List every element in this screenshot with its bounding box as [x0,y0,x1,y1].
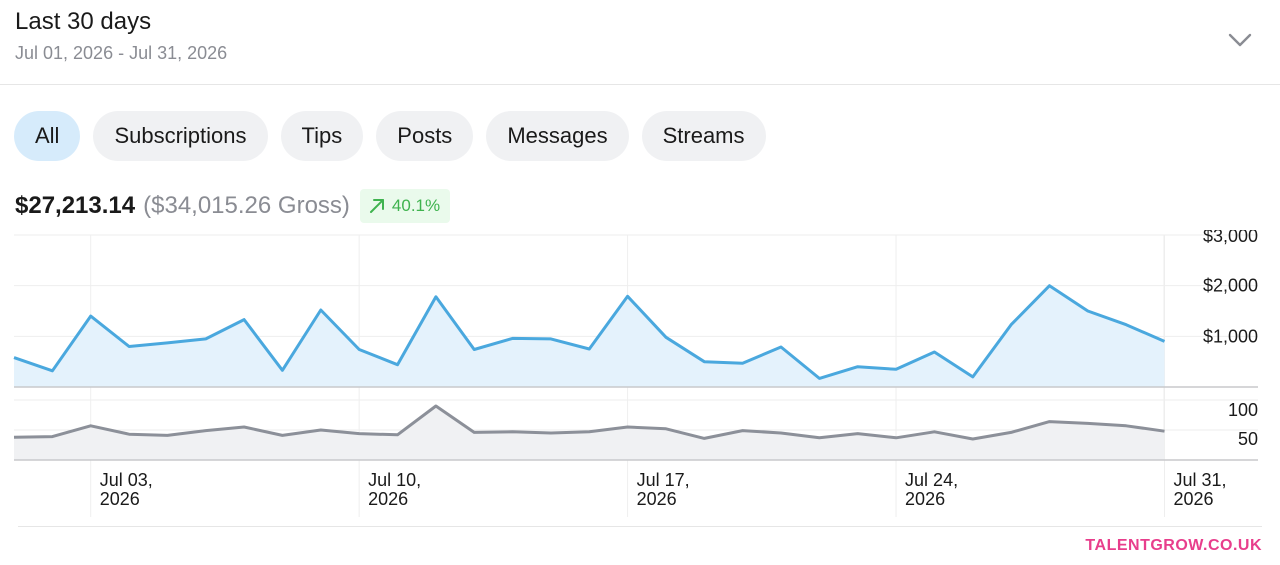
chart-axes [14,386,1258,461]
y-tick-label: 100 [1228,400,1258,420]
x-tick-label: Jul 10, [368,470,421,490]
x-tick-label: 2026 [368,489,408,509]
x-tick-label: 2026 [637,489,677,509]
gross-total: ($34,015.26 Gross) [143,192,350,219]
y-tick-label: $1,000 [1203,326,1258,346]
tab-posts[interactable]: Posts [376,111,474,161]
tab-messages[interactable]: Messages [486,111,629,161]
tab-subscriptions[interactable]: Subscriptions [93,111,268,161]
earnings-line [13,284,1166,380]
change-percent: 40.1% [391,196,441,215]
earnings-summary: $27,213.14 ($34,015.26 Gross) 40.1% [15,188,451,224]
date-range: Jul 01, 2026 - Jul 31, 2026 [15,43,228,63]
change-badge: 40.1% [359,189,451,223]
net-total: $27,213.14 [15,192,136,219]
earnings-area [14,285,1165,387]
tab-all[interactable]: All [14,111,81,161]
x-tick-label: Jul 24, [905,470,958,490]
arrow-up-right-icon [369,199,384,213]
category-tabs: All Subscriptions Tips Posts Messages St… [14,111,766,161]
brand-watermark: TALENTGROW.CO.UK [1085,537,1262,554]
footer-divider [18,526,1262,527]
x-tick-label: 2026 [1174,489,1214,509]
tab-streams[interactable]: Streams [641,111,766,161]
period-header[interactable]: Last 30 days Jul 01, 2026 - Jul 31, 2026 [0,0,1280,85]
chevron-down-icon[interactable] [1226,26,1254,54]
x-tick-label: 2026 [905,489,945,509]
y-tick-label: 50 [1238,429,1258,449]
count-line [13,404,1165,441]
tab-tips[interactable]: Tips [280,111,364,161]
x-tick-label: Jul 17, [637,470,690,490]
x-tick-label: Jul 31, [1174,470,1227,490]
x-tick-label: 2026 [100,489,140,509]
y-tick-label: $2,000 [1203,276,1258,296]
x-tick-label: Jul 03, [100,470,153,490]
y-tick-label: $3,000 [1203,230,1258,246]
period-title: Last 30 days [15,8,152,35]
